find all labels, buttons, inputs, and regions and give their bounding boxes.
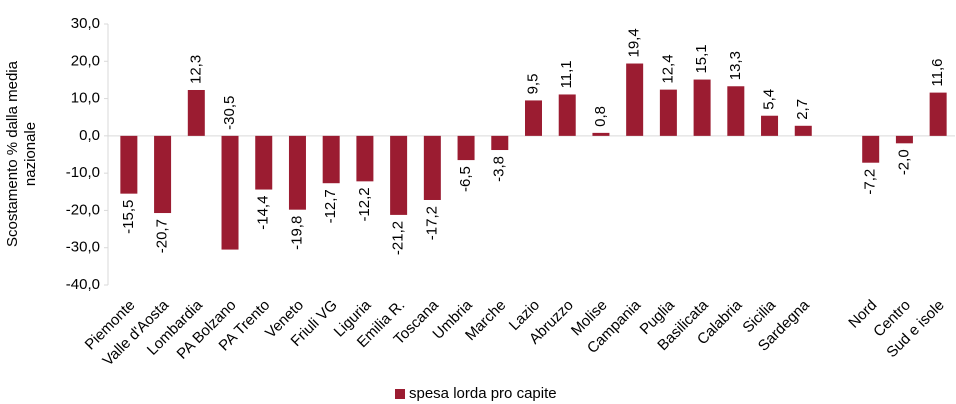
- bar: [929, 92, 947, 136]
- data-label: -2,0: [895, 149, 912, 175]
- bar: [525, 100, 542, 136]
- bar: [592, 132, 610, 136]
- y-tick-label: -20,0: [66, 201, 100, 218]
- bar: [221, 135, 239, 250]
- y-tick-label: -30,0: [66, 239, 100, 256]
- legend-label: spesa lorda pro capite: [409, 385, 557, 402]
- bar: [423, 135, 441, 200]
- data-label: 19,4: [626, 28, 643, 57]
- bar: [491, 135, 509, 151]
- y-tick-label: 0,0: [79, 127, 100, 144]
- bar: [558, 94, 576, 136]
- y-tick-label: 20,0: [71, 52, 100, 69]
- bar: [255, 135, 273, 190]
- bar: [659, 89, 677, 136]
- data-label: 12,3: [187, 55, 204, 84]
- bar: [895, 135, 913, 144]
- data-label: 11,6: [929, 59, 946, 87]
- bar: [288, 135, 306, 210]
- data-label: 2,7: [794, 99, 811, 120]
- bar: [794, 125, 812, 136]
- data-label: 11,1: [558, 60, 575, 88]
- data-label: 9,5: [524, 74, 541, 95]
- data-label: -6,5: [457, 166, 474, 192]
- bar: [727, 86, 745, 136]
- data-label: -19,8: [288, 216, 305, 250]
- bar: [356, 135, 374, 182]
- bar: [457, 135, 475, 161]
- bar: [693, 79, 711, 136]
- bar: [761, 115, 779, 136]
- bar: [626, 63, 644, 136]
- legend-swatch: [395, 389, 405, 399]
- data-label: -15,5: [120, 200, 137, 234]
- data-label: -12,2: [356, 187, 373, 221]
- bar: [322, 135, 340, 184]
- data-label: 13,3: [727, 51, 744, 80]
- data-label: -14,4: [255, 196, 272, 230]
- y-axis-title: Scostamento % dalla media nazionale: [4, 61, 39, 247]
- bar: [154, 135, 172, 214]
- data-label: -21,2: [390, 221, 407, 255]
- bar: [120, 135, 138, 194]
- data-label: -17,2: [423, 206, 440, 240]
- bar: [187, 89, 205, 136]
- data-label: -3,8: [491, 156, 508, 182]
- data-label: -30,5: [221, 96, 238, 130]
- data-label: 12,4: [659, 54, 676, 83]
- bar: [390, 135, 408, 215]
- y-tick-label: 30,0: [71, 15, 100, 32]
- y-tick-label: 10,0: [71, 90, 100, 107]
- y-tick-label: -10,0: [66, 164, 100, 181]
- y-tick-label: -40,0: [66, 276, 100, 293]
- bar: [862, 135, 880, 163]
- data-label: 0,8: [592, 106, 609, 127]
- data-label: -7,2: [862, 169, 879, 195]
- data-label: 15,1: [693, 44, 710, 73]
- data-label: 5,4: [761, 89, 778, 110]
- data-label: -12,7: [322, 189, 339, 223]
- data-label: -20,7: [154, 219, 171, 253]
